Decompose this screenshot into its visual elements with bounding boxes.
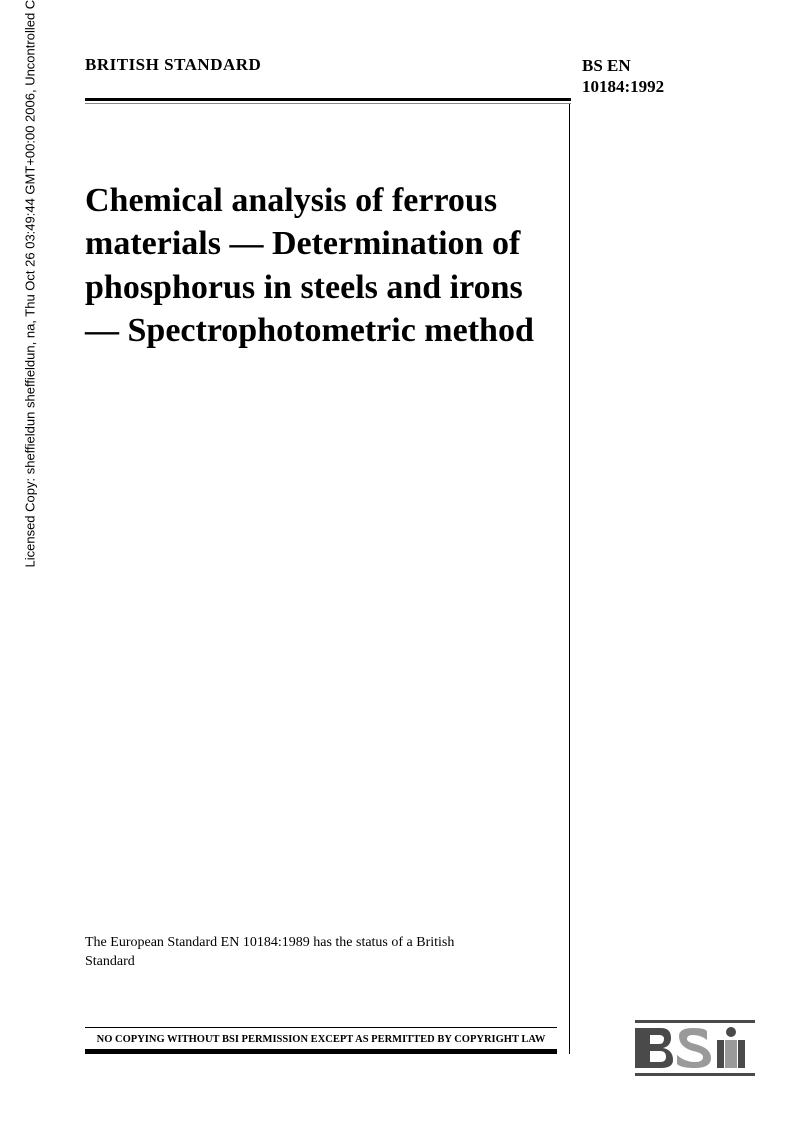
content-row: Chemical analysis of ferrous materials —… <box>85 104 750 1054</box>
header-row: BRITISH STANDARD BS EN 10184:1992 <box>85 55 750 98</box>
footer-bar: NO COPYING WITHOUT BSI PERMISSION EXCEPT… <box>85 1027 557 1054</box>
document-title: Chemical analysis of ferrous materials —… <box>85 179 557 353</box>
page-content: BRITISH STANDARD BS EN 10184:1992 Chemic… <box>85 55 750 1080</box>
standard-code-line2: 10184:1992 <box>582 77 664 96</box>
bsi-logo-icon <box>635 1020 755 1080</box>
side-column <box>570 104 750 1054</box>
header-standard-number: BS EN 10184:1992 <box>570 55 750 98</box>
main-column: Chemical analysis of ferrous materials —… <box>85 104 570 1054</box>
footer-rule-thick <box>85 1049 557 1054</box>
standard-code-line1: BS EN <box>582 56 631 75</box>
license-text: Licensed Copy: sheffieldun sheffieldun, … <box>23 0 38 568</box>
header-rule-thick <box>85 98 571 101</box>
header-standard-label: BRITISH STANDARD <box>85 55 570 98</box>
status-note: The European Standard EN 10184:1989 has … <box>85 934 505 972</box>
copyright-notice: NO COPYING WITHOUT BSI PERMISSION EXCEPT… <box>85 1032 557 1049</box>
footer-rule-top <box>85 1027 557 1028</box>
